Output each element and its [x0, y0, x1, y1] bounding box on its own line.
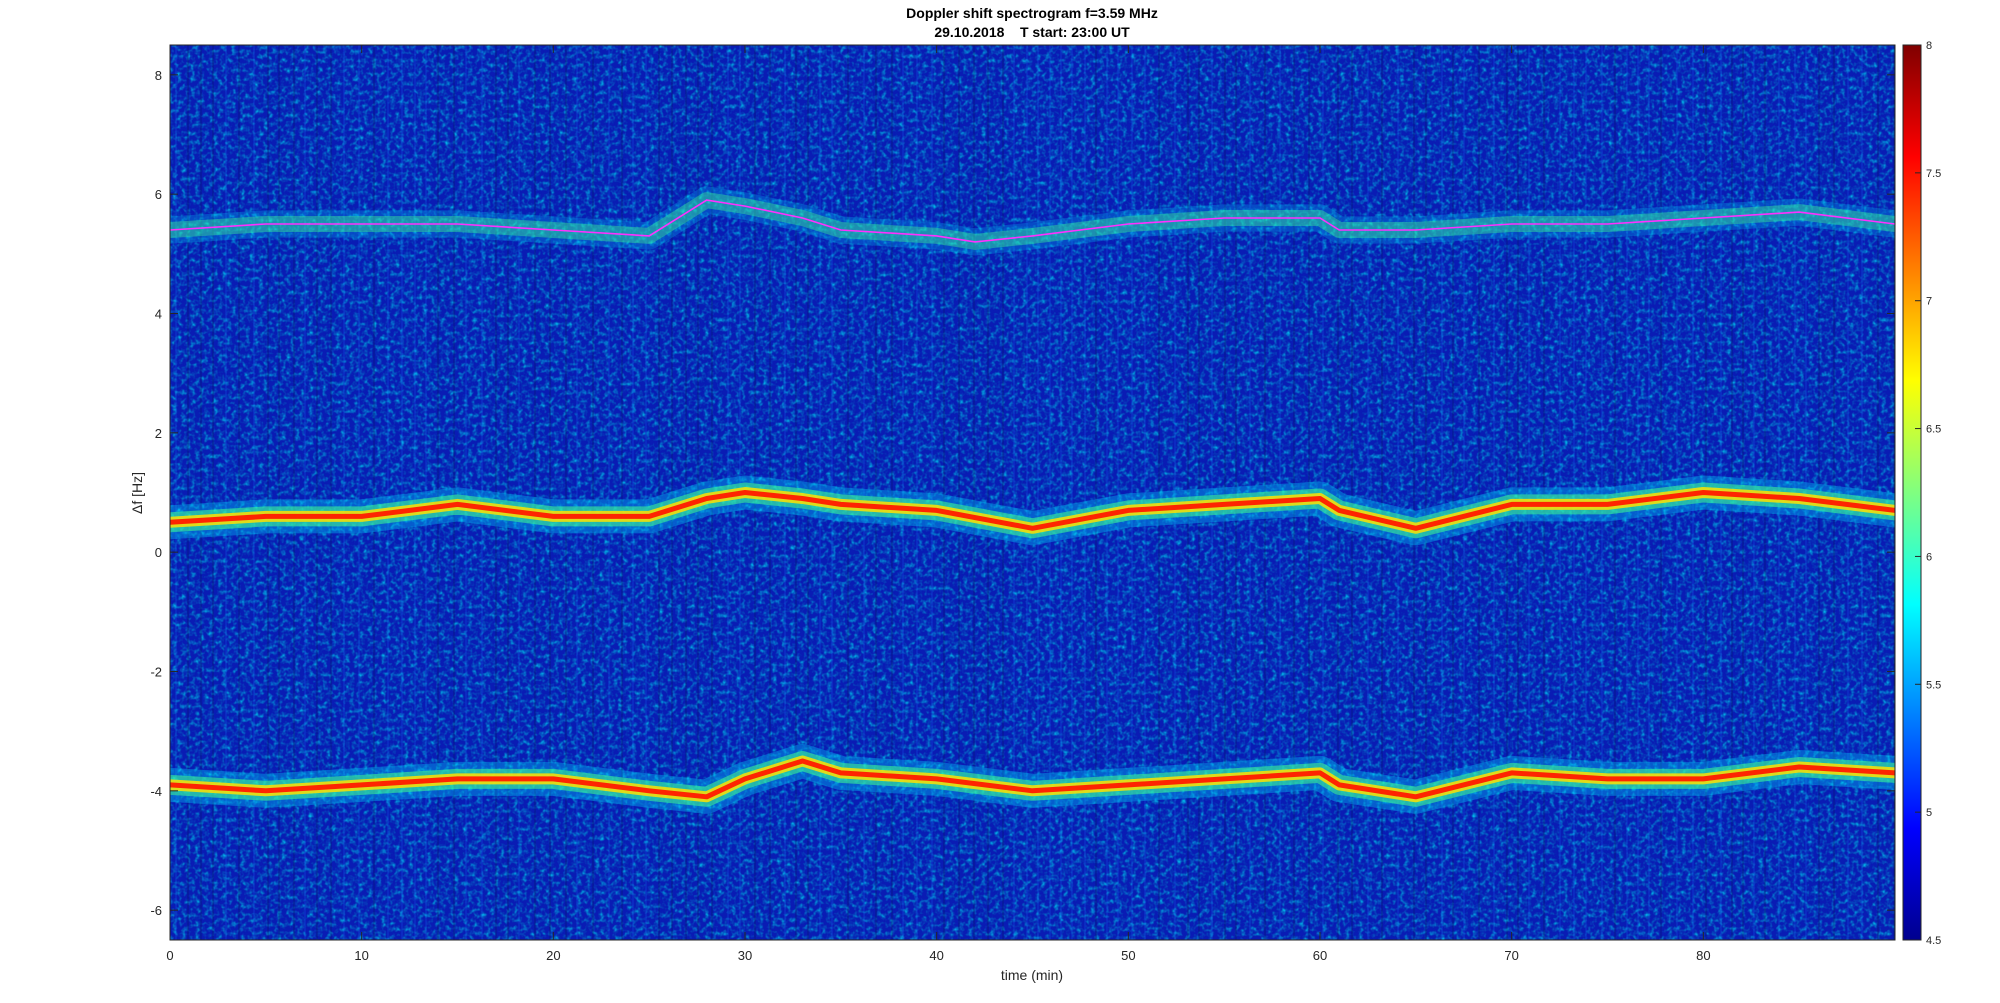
y-tick-label: -6: [150, 903, 162, 918]
colorbar-tick-label: 5: [1926, 807, 1932, 819]
colorbar-tick-label: 7: [1926, 296, 1932, 308]
colorbar-tick-label: 6.5: [1926, 424, 1941, 436]
x-tick-label: 10: [354, 948, 368, 963]
x-axis-ticks: 0 10 20 30 40 50 60 70 80: [166, 45, 1711, 963]
x-tick-label: 60: [1313, 948, 1327, 963]
colorbar-ticks: 4.5 5 5.5 6 6.5 7 7.5 8: [1915, 40, 1941, 947]
colorbar-tick-label: 5.5: [1926, 679, 1941, 691]
signal-bands: [170, 186, 1895, 814]
y-axis-label: Δf [Hz]: [129, 472, 145, 514]
x-axis-label: time (min): [1001, 967, 1063, 983]
x-tick-label: 80: [1696, 948, 1710, 963]
colorbar-tick-label: 4.5: [1926, 935, 1941, 947]
signal-band-glow: [170, 490, 1895, 531]
x-tick-label: 20: [546, 948, 560, 963]
y-tick-label: 4: [155, 307, 162, 322]
colorbar-tick-label: 7.5: [1926, 168, 1941, 180]
x-tick-label: 40: [929, 948, 943, 963]
x-tick-label: 30: [738, 948, 752, 963]
axes-frame: [169, 44, 1896, 941]
plot-area: [170, 45, 1895, 940]
y-tick-label: 6: [155, 187, 162, 202]
signal-band-glow: [170, 758, 1895, 800]
y-tick-label: -4: [150, 784, 162, 799]
chart-subtitle: 29.10.2018 T start: 23:00 UT: [934, 24, 1130, 40]
x-tick-label: 70: [1504, 948, 1518, 963]
y-axis-ticks: -6 -4 -2 0 2 4 6 8: [150, 68, 1895, 918]
chart-title: Doppler shift spectrogram f=3.59 MHz: [906, 5, 1158, 21]
colorbar-tick-label: 8: [1926, 40, 1932, 52]
x-tick-label: 0: [166, 948, 173, 963]
traced-signal-line: [170, 199, 1895, 243]
y-tick-label: 8: [155, 68, 162, 83]
y-tick-label: -2: [150, 665, 162, 680]
colorbar: [1902, 44, 1922, 941]
y-tick-label: 2: [155, 426, 162, 441]
x-tick-label: 50: [1121, 948, 1135, 963]
y-tick-label: 0: [155, 545, 162, 560]
colorbar-tick-label: 6: [1926, 551, 1932, 563]
